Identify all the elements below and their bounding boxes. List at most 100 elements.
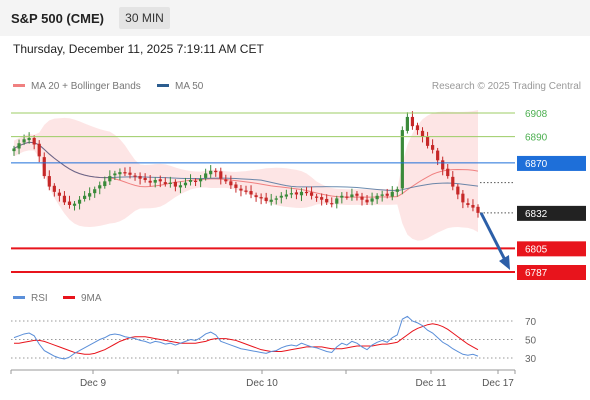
ma9-swatch bbox=[63, 295, 75, 299]
candle-body bbox=[168, 182, 172, 184]
candle-body bbox=[178, 185, 183, 188]
candle-body bbox=[249, 191, 253, 195]
resistance-label: 6908 bbox=[525, 109, 548, 120]
legend-rsi: RSI bbox=[13, 293, 48, 305]
support-label: 6805 bbox=[525, 244, 548, 255]
candle-body bbox=[279, 195, 283, 198]
candle-body bbox=[355, 193, 359, 196]
candle-body bbox=[244, 190, 248, 192]
candle-body bbox=[380, 194, 384, 196]
candle-body bbox=[209, 170, 213, 175]
candle-body bbox=[103, 181, 107, 187]
candle-body bbox=[204, 173, 208, 178]
candle-body bbox=[12, 148, 16, 152]
candle-body bbox=[158, 179, 162, 182]
rsi-level-label: 30 bbox=[525, 354, 537, 365]
candle-body bbox=[461, 193, 465, 203]
candle-body bbox=[214, 170, 218, 173]
x-tick-label: Dec 17 bbox=[482, 378, 514, 389]
ma20-swatch bbox=[13, 83, 25, 87]
candle-body bbox=[456, 186, 460, 195]
legend-ma50: MA 50 bbox=[157, 81, 203, 93]
candle-body bbox=[315, 196, 319, 198]
candle-body bbox=[264, 197, 268, 202]
legend-rsi-label: RSI bbox=[31, 293, 48, 304]
credit-text: Research © 2025 Trading Central bbox=[431, 81, 581, 92]
rsi-level-label: 50 bbox=[525, 336, 537, 347]
instrument-title: S&P 500 (CME) bbox=[11, 11, 104, 26]
candle-body bbox=[425, 136, 430, 146]
support-label: 6787 bbox=[525, 268, 548, 279]
pivot-tag bbox=[517, 155, 586, 171]
candle-body bbox=[27, 137, 31, 141]
candle-body bbox=[446, 168, 450, 177]
candle-body bbox=[254, 195, 258, 198]
legend-ma20: MA 20 + Bollinger Bands bbox=[13, 81, 141, 93]
candle-body bbox=[143, 177, 147, 181]
candle-body bbox=[118, 172, 122, 175]
candle-body bbox=[199, 178, 203, 182]
pivot-label: 6870 bbox=[525, 159, 548, 170]
x-tick-label: Dec 9 bbox=[80, 378, 107, 389]
candle-body bbox=[128, 172, 132, 175]
candle-body bbox=[62, 195, 67, 203]
candle-body bbox=[370, 198, 374, 202]
candle-body bbox=[375, 195, 379, 200]
legend-ma20-label: MA 20 + Bollinger Bands bbox=[31, 81, 141, 92]
candle-body bbox=[309, 192, 314, 196]
candle-body bbox=[289, 193, 293, 195]
candle-body bbox=[385, 193, 389, 196]
rsi-level-label: 70 bbox=[525, 317, 537, 328]
candle-body bbox=[294, 192, 299, 195]
candle-body bbox=[93, 189, 97, 194]
candle-body bbox=[476, 206, 480, 213]
candle-body bbox=[22, 139, 26, 143]
candle-body bbox=[219, 171, 223, 179]
candle-body bbox=[395, 189, 399, 192]
candle-body bbox=[436, 150, 440, 161]
candle-body bbox=[42, 157, 46, 177]
candle-body bbox=[320, 197, 324, 200]
candle-body bbox=[123, 172, 127, 174]
candle-body bbox=[405, 116, 409, 131]
candle-body bbox=[77, 199, 82, 204]
resistance-label: 6890 bbox=[525, 133, 548, 144]
legend-ma50-label: MA 50 bbox=[175, 81, 204, 92]
legend-ma9-label: 9MA bbox=[81, 293, 102, 304]
last-price-label: 6832 bbox=[525, 209, 548, 220]
support-tag bbox=[517, 241, 586, 257]
support-tag bbox=[517, 265, 586, 280]
candle-body bbox=[153, 180, 157, 183]
timeframe-button[interactable]: 30 MIN bbox=[119, 7, 170, 29]
candle-body bbox=[88, 193, 92, 197]
last-price-tag bbox=[517, 205, 586, 221]
candle-body bbox=[400, 130, 404, 189]
candle-body bbox=[173, 181, 177, 187]
rsi-ma9-line bbox=[14, 323, 479, 355]
x-tick-label: Dec 10 bbox=[246, 378, 278, 389]
rsi-swatch bbox=[13, 295, 25, 299]
candle-body bbox=[451, 176, 455, 187]
bollinger-band bbox=[14, 110, 478, 241]
candle-body bbox=[138, 176, 142, 179]
legend-ma9: 9MA bbox=[63, 293, 102, 305]
candle-body bbox=[188, 180, 193, 182]
candle-body bbox=[335, 198, 339, 204]
candle-body bbox=[163, 182, 167, 184]
candle-body bbox=[224, 179, 228, 182]
top-bar bbox=[0, 0, 590, 36]
candle-body bbox=[133, 175, 137, 177]
candle-body bbox=[183, 182, 188, 186]
candle-body bbox=[360, 196, 364, 200]
x-tick-label: Dec 11 bbox=[416, 378, 447, 389]
candle-body bbox=[98, 185, 102, 189]
candle-body bbox=[108, 176, 112, 182]
candle-body bbox=[390, 191, 394, 197]
forecast-arrow-shaft bbox=[479, 212, 508, 263]
candle-body bbox=[350, 194, 354, 198]
candle-body bbox=[420, 130, 425, 137]
candle-body bbox=[471, 204, 475, 208]
candle-body bbox=[365, 199, 369, 203]
candle-body bbox=[441, 160, 445, 170]
